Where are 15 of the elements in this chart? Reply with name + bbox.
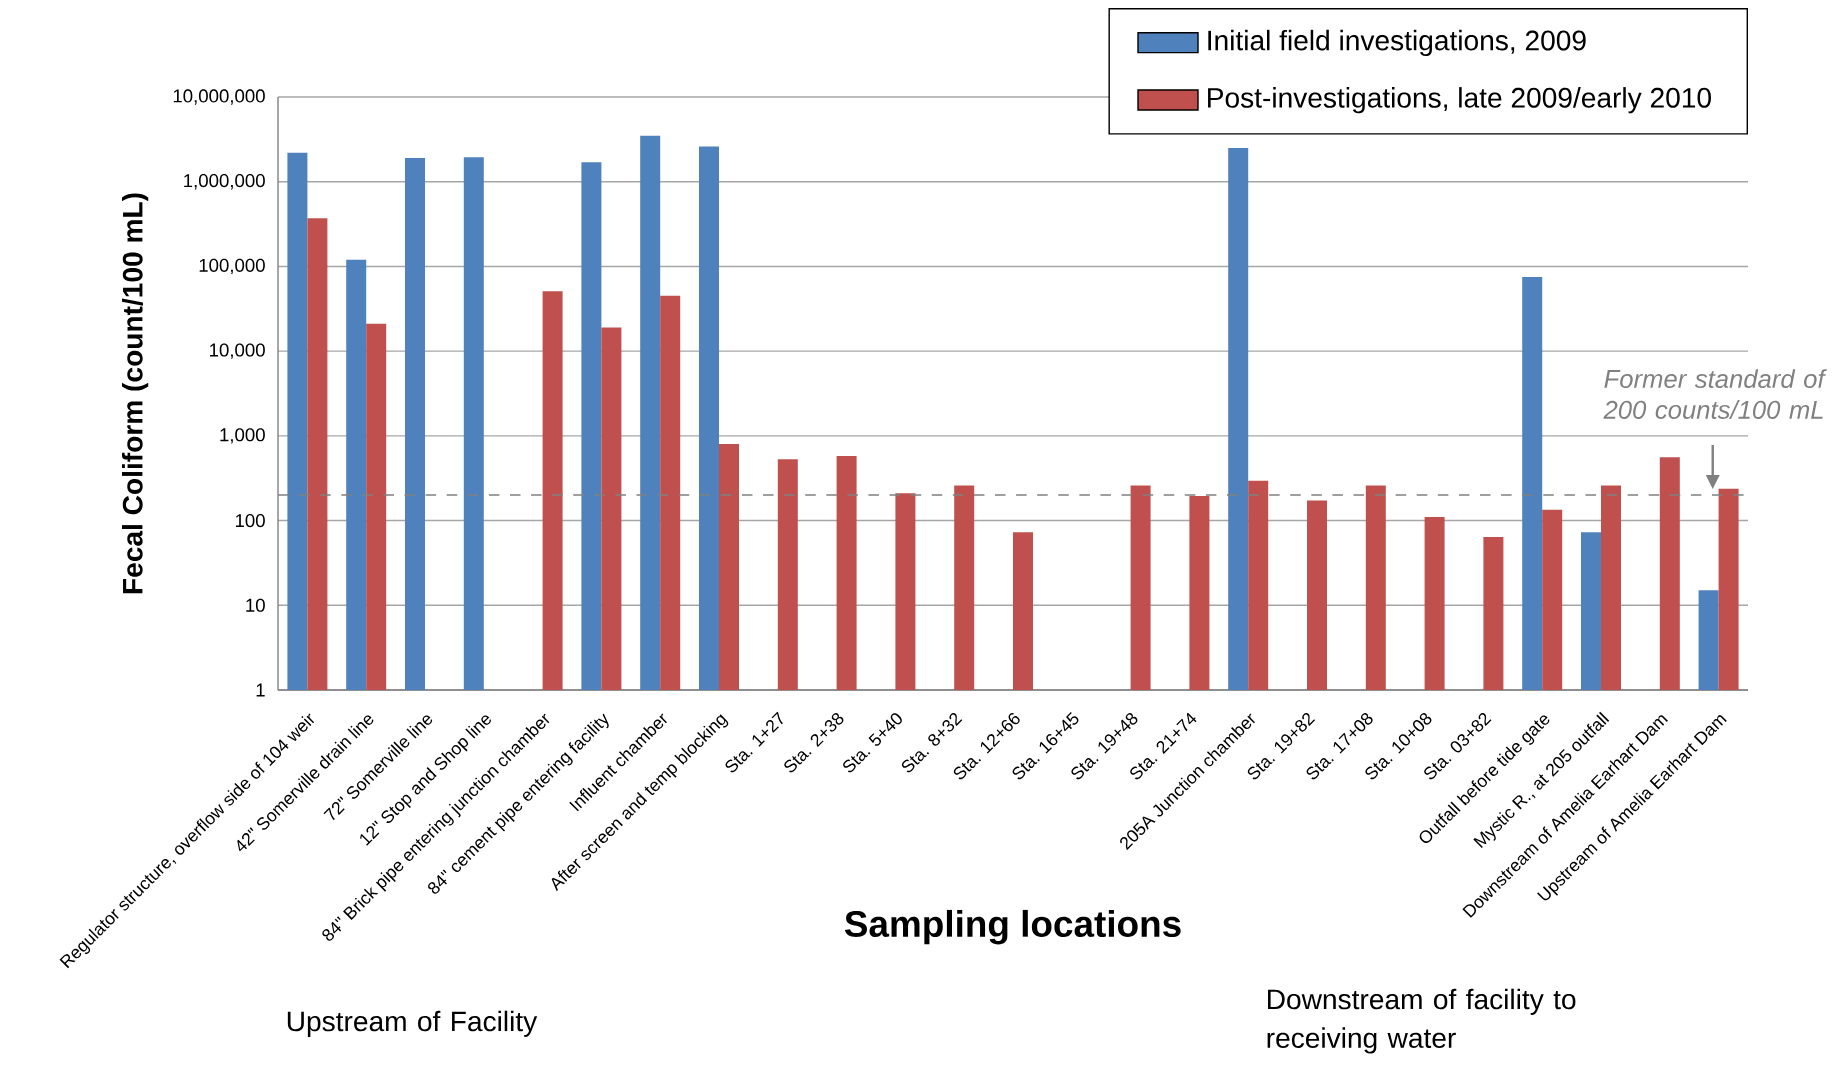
text: Upstream of Facility xyxy=(287,1010,538,1037)
y-tick-label: 10 xyxy=(246,598,265,612)
y-tick-label: 100,000 xyxy=(199,258,265,275)
y-tick-label: 1,000,000 xyxy=(184,174,265,190)
y-tick-label: 1,000 xyxy=(220,428,265,444)
y-tick-label: 10,000,000 xyxy=(173,89,265,105)
y-tick-label: 100 xyxy=(235,513,265,528)
legend-label: Initial field investigations, 2009 xyxy=(1208,29,1586,57)
ref-line-label: Former standard of 200 counts/100 mL xyxy=(1603,369,1827,419)
legend-label: Post-investigations, late 2009/early 2010 xyxy=(1208,87,1711,114)
y-tick-label: 10,000 xyxy=(210,343,265,359)
y-axis-title: Fecal Coliform (count/100 mL) xyxy=(122,193,149,594)
y-tick-label: 1 xyxy=(256,683,265,697)
text: Downstream of facility to receiving water xyxy=(1267,988,1576,1054)
x-axis-title: Sampling locations xyxy=(844,909,1181,945)
